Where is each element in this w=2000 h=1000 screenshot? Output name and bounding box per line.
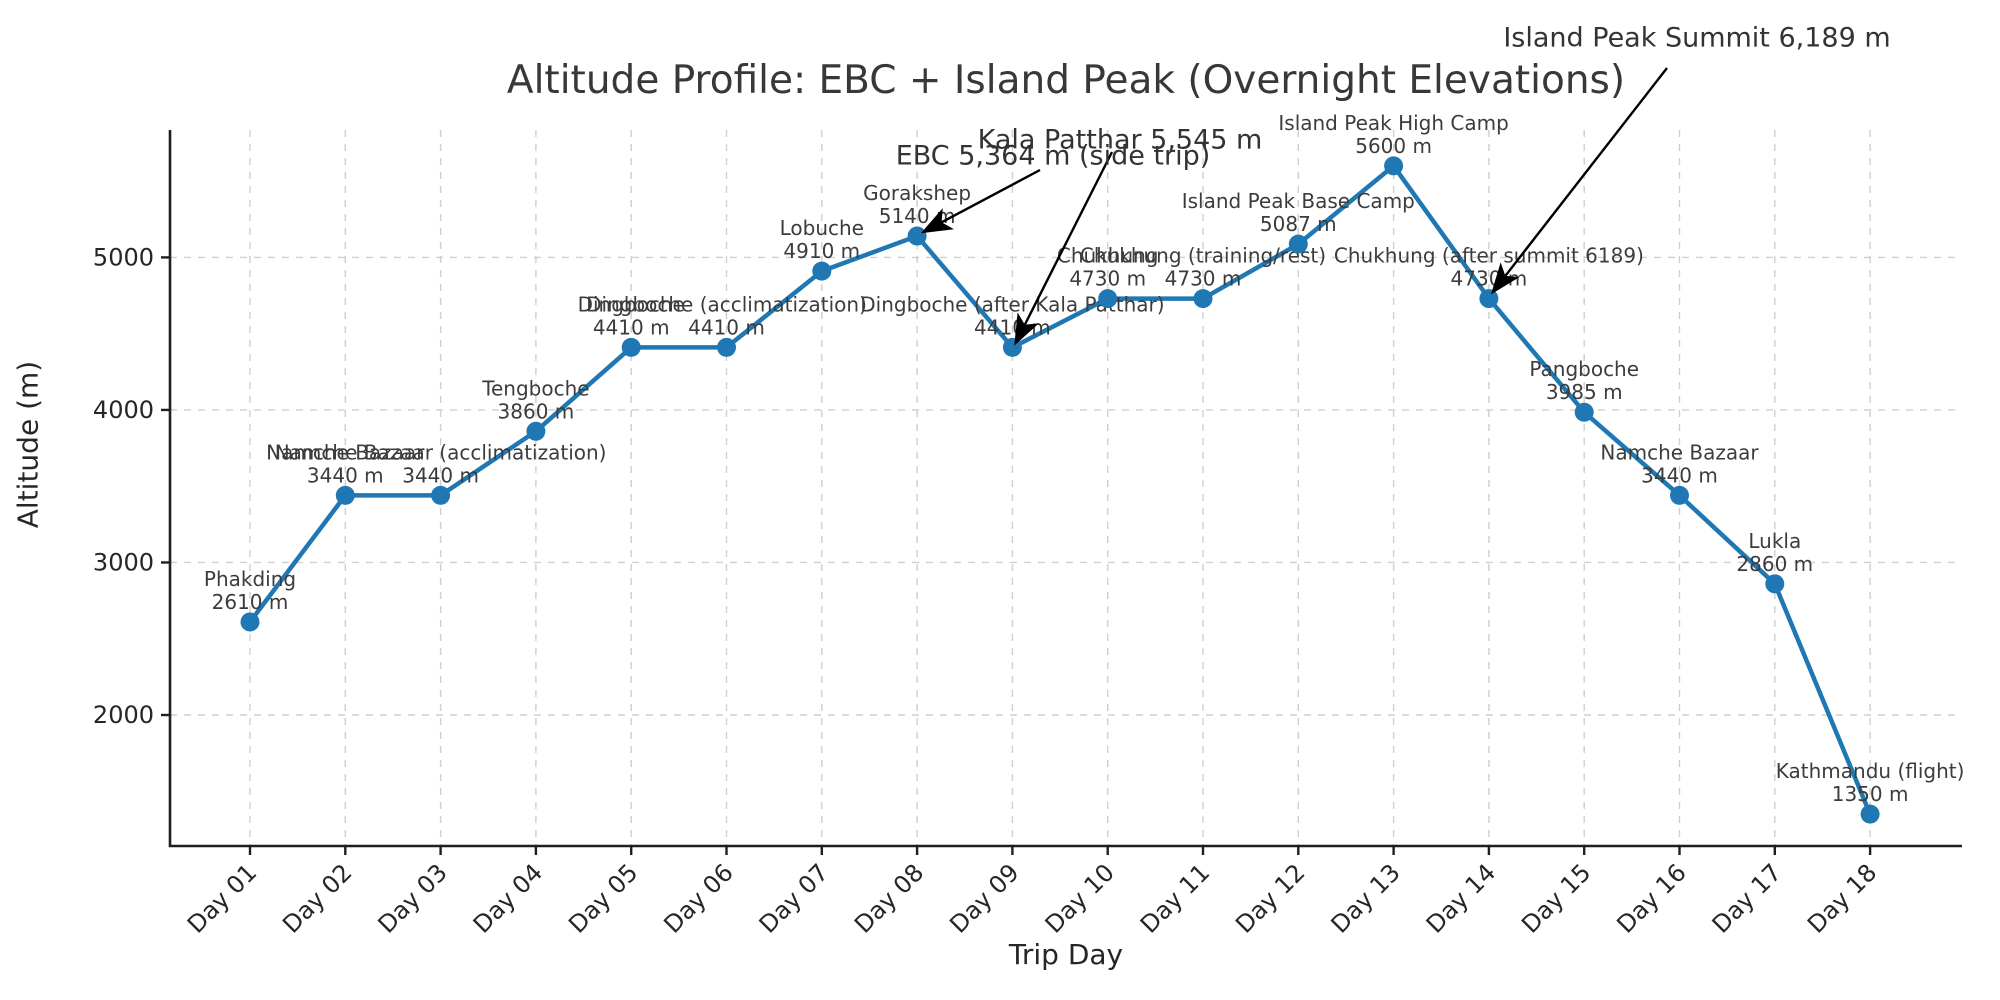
x-tick-label: Day 16	[1611, 858, 1691, 938]
x-tick-label: Day 10	[1040, 858, 1120, 938]
data-point-day-2	[335, 485, 355, 505]
data-point-day-4	[526, 421, 546, 441]
x-tick-label: Day 01	[182, 858, 262, 938]
point-label: Namche Bazaar (acclimatization) 3440 m	[275, 440, 607, 487]
data-point-day-12	[1288, 234, 1308, 254]
point-label: Dingboche (after Kala Patthar) 4410 m	[860, 292, 1164, 339]
x-tick-label: Day 07	[754, 858, 834, 938]
point-label: Island Peak Base Camp 5087 m	[1182, 189, 1415, 236]
x-tick-label: Day 06	[658, 858, 738, 938]
data-point-day-7	[812, 261, 832, 281]
point-label: Namche Bazaar 3440 m	[1600, 440, 1759, 487]
annotation-arrow	[1490, 67, 1668, 295]
point-label: Dingboche (acclimatization) 4410 m	[586, 292, 867, 339]
y-axis-title: Altitude (m)	[11, 360, 45, 529]
data-point-day-3	[431, 485, 451, 505]
x-tick-label: Day 17	[1707, 858, 1787, 938]
point-label: Lukla 2860 m	[1736, 529, 1813, 576]
data-point-day-18	[1860, 804, 1880, 824]
y-tick-label: 4000	[93, 396, 154, 424]
point-label: Pangboche 3985 m	[1529, 357, 1639, 404]
x-tick-label: Day 03	[373, 858, 453, 938]
y-tick-label: 5000	[93, 243, 154, 271]
data-point-day-14	[1479, 289, 1499, 309]
point-label: Chukhung (after summit 6189) 4730 m	[1334, 244, 1644, 291]
x-tick-label: Day 12	[1230, 858, 1310, 938]
point-label: Island Peak High Camp 5600 m	[1278, 111, 1508, 158]
data-point-day-10	[1098, 289, 1118, 309]
data-point-day-16	[1670, 485, 1689, 505]
x-tick-label: Day 09	[944, 858, 1024, 938]
point-label: Gorakshep 5140 m	[863, 181, 971, 228]
data-point-day-5	[621, 337, 641, 357]
x-tick-label: Day 13	[1326, 858, 1406, 938]
y-tick-label: 3000	[93, 548, 154, 576]
data-point-day-9	[1002, 337, 1022, 357]
y-tick-label: 2000	[93, 701, 154, 729]
x-tick-label: Day 04	[468, 858, 548, 938]
x-tick-label: Day 15	[1516, 858, 1596, 938]
data-point-day-11	[1193, 289, 1213, 309]
data-point-day-15	[1574, 402, 1594, 422]
x-axis-title: Trip Day	[1008, 938, 1124, 971]
data-point-day-13	[1384, 156, 1404, 176]
point-label: Chukhung 4730 m	[1057, 244, 1159, 291]
x-tick-label: Day 18	[1802, 858, 1882, 938]
point-label: Namche Bazaar 3440 m	[266, 440, 425, 487]
point-label: Lobuche 4910 m	[780, 216, 864, 263]
altitude-line	[247, 163, 1873, 817]
x-tick-label: Day 02	[277, 858, 357, 938]
annotation-ebc-side-trip: EBC 5,364 m (side trip)	[895, 140, 1211, 172]
point-label: Chukhung (training/rest) 4730 m	[1080, 244, 1326, 291]
x-tick-label: Day 05	[563, 858, 643, 938]
point-label: Phakding 2610 m	[204, 567, 296, 614]
data-point-day-6	[717, 337, 736, 357]
annotation-arrow	[1014, 151, 1114, 346]
chart-title: Altitude Profile: EBC + Island Peak (Ove…	[506, 58, 1626, 103]
data-point-day-17	[1765, 574, 1785, 594]
annotation-kala-patthar: Kala Patthar 5,545 m	[977, 124, 1263, 156]
point-label: Kathmandu (flight) 1350 m	[1776, 759, 1965, 806]
data-point-day-1	[240, 612, 260, 632]
x-tick-label: Day 11	[1135, 858, 1215, 938]
point-label: Dingboche 4410 m	[578, 292, 685, 339]
data-point-day-8	[907, 226, 927, 246]
point-label: Tengboche 3860 m	[481, 376, 589, 423]
x-tick-label: Day 08	[849, 858, 929, 938]
annotation-arrow	[920, 168, 1041, 234]
annotation-island-peak-summit: Island Peak Summit 6,189 m	[1503, 22, 1891, 54]
x-tick-label: Day 14	[1421, 858, 1501, 938]
